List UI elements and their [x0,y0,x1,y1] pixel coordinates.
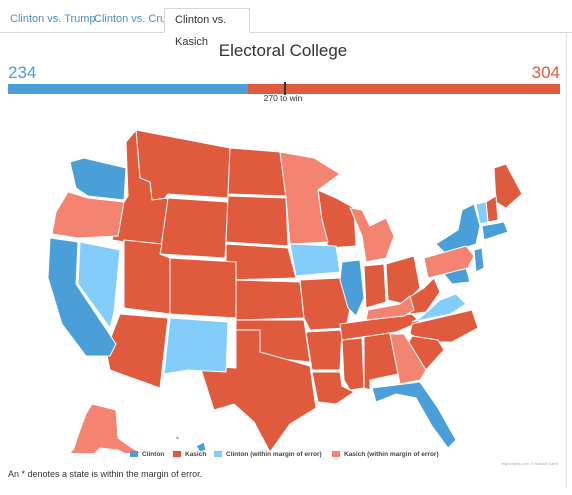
state-louisiana[interactable] [311,371,355,405]
state-pennsylvania[interactable] [423,245,475,279]
state-north-carolina[interactable] [409,309,479,343]
tab-clinton-vs-cruz[interactable]: Clinton vs. Cruz [94,13,172,25]
legend-label-clinton: Clinton [142,451,165,458]
legend-item-kasich-moe[interactable]: Kasich (within margin of error) [332,451,439,458]
legend-swatch-clinton-moe [214,451,222,458]
state-south-dakota[interactable] [225,195,289,247]
kasich-moe-states [51,151,475,453]
state-new-england-south[interactable] [481,221,509,241]
state-arkansas[interactable] [305,329,343,371]
win-threshold-label: 270 to win [263,93,303,103]
state-kansas[interactable] [235,279,305,321]
state-iowa[interactable] [289,243,341,277]
state-indiana[interactable] [363,263,387,309]
clinton-states [47,157,509,453]
chart-title: Electoral College [218,41,348,60]
win-threshold-marker [284,82,286,95]
state-washington[interactable] [69,157,127,201]
state-virginia[interactable] [411,293,467,323]
state-colorado[interactable] [169,257,237,319]
state-georgia[interactable] [389,333,427,385]
tab-clinton-vs-trump[interactable]: Clinton vs. Trump [10,13,96,25]
state-oregon[interactable] [51,191,125,239]
legend-item-kasich[interactable]: Kasich [173,451,206,458]
state-new-jersey[interactable] [473,247,485,273]
state-kentucky[interactable] [365,295,415,321]
legend-label-kasich: Kasich [185,451,207,458]
legend-swatch-clinton [130,451,138,458]
clinton-electoral-bar[interactable] [8,84,249,94]
chart-legend: Clinton Kasich Clinton (within margin of… [0,451,566,463]
state-mississippi[interactable] [341,337,365,391]
state-michigan[interactable] [349,207,395,263]
legend-label-kasich-moe: Kasich (within margin of error) [344,451,439,458]
kasich-electoral-bar[interactable] [248,84,560,94]
legend-swatch-kasich [173,451,181,458]
legend-swatch-kasich-moe [332,451,340,458]
clinton-moe-states [77,201,489,375]
state-alaska[interactable] [62,403,150,453]
state-west-virginia[interactable] [407,277,441,315]
us-electoral-map [47,128,523,453]
legend-item-clinton[interactable]: Clinton [130,451,164,458]
tab-bar: Clinton vs. Trump Clinton vs. Cruz Clint… [0,0,572,48]
state-new-mexico[interactable] [163,317,229,375]
state-texas[interactable] [199,329,317,453]
chart-panel: Electoral College 234 304 270 to win [0,33,567,488]
state-nevada[interactable] [77,241,121,330]
tab-clinton-vs-kasich[interactable]: Clinton vs. Kasich [164,8,250,48]
state-arizona[interactable] [105,313,169,389]
kasich-vote-count: 304 [531,63,560,82]
legend-label-clinton-moe: Clinton (within margin of error) [226,451,322,458]
state-utah[interactable] [123,239,171,315]
state-vermont[interactable] [475,201,489,225]
footnote: An * denotes a state is within the margi… [8,469,203,479]
state-north-dakota[interactable] [227,147,287,197]
state-florida[interactable] [371,381,457,449]
clinton-vote-count: 234 [8,63,37,82]
state-maine[interactable] [493,163,523,209]
state-minnesota[interactable] [279,151,341,245]
kasich-states [105,128,523,453]
map-credit[interactable]: Highcharts.com © Natural Earth [501,461,558,466]
legend-item-clinton-moe[interactable]: Clinton (within margin of error) [214,451,322,458]
state-california[interactable] [47,237,117,357]
state-illinois[interactable] [339,259,365,317]
state-hawaii[interactable] [172,435,226,453]
state-wyoming[interactable] [159,197,229,259]
state-new-york[interactable] [435,203,481,255]
